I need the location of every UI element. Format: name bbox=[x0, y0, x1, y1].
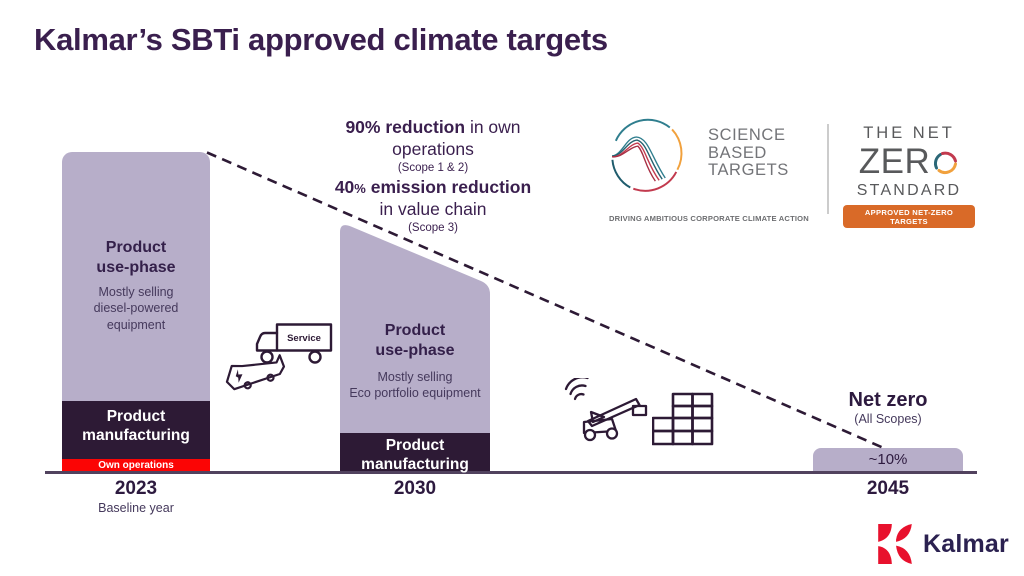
value-chain-line2: in value chain bbox=[379, 199, 487, 220]
container-stack-icon bbox=[652, 392, 714, 446]
bar-2023-manufacturing-label: Product manufacturing bbox=[82, 408, 190, 444]
sbt-tagline: DRIVING AMBITIOUS CORPORATE CLIMATE ACTI… bbox=[609, 214, 809, 223]
bar-2023-use-phase-title: Product use-phase bbox=[96, 239, 176, 276]
kalmar-logo: Kalmar bbox=[876, 523, 1009, 565]
net-zero-o-ring-icon bbox=[934, 151, 958, 174]
bar-2023-use-phase-segment bbox=[62, 151, 210, 402]
bar-2030-use-phase-desc: Mostly selling Eco portfolio equipment bbox=[349, 370, 481, 401]
approved-net-zero-targets-badge: APPROVED NET-ZERO TARGETS bbox=[843, 205, 975, 228]
sbt-line3: TARGETS bbox=[708, 161, 789, 179]
kalmar-wordmark: Kalmar bbox=[923, 529, 1009, 558]
bar-2023-own-operations-segment bbox=[62, 458, 210, 472]
page-title: Kalmar’s SBTi approved climate targets bbox=[34, 22, 608, 57]
net-zero-standard-logo: THE NET ZER STANDARD APPROVED NET-ZERO T… bbox=[843, 124, 975, 229]
reach-stacker-icon bbox=[564, 378, 648, 442]
scope-3-note: (Scope 3) bbox=[408, 221, 458, 234]
sbt-line1: SCIENCE bbox=[708, 126, 786, 144]
logo-divider bbox=[827, 124, 829, 214]
year-label-2045: 2045 bbox=[866, 478, 910, 499]
bar-2045-segment bbox=[813, 447, 963, 472]
bar-2030-use-phase-title: Product use-phase bbox=[375, 322, 455, 359]
net-zero-zer-text: ZER bbox=[858, 142, 931, 181]
bar-2023-manufacturing-segment bbox=[62, 401, 210, 459]
bar-2023-own-operations-label: Own operations bbox=[98, 460, 174, 471]
value-chain-number: 40 bbox=[334, 176, 355, 197]
year-label-2023: 2023 bbox=[114, 478, 158, 499]
sbt-line2: BASED bbox=[708, 143, 767, 162]
science-based-targets-wordmark: SCIENCE BASED TARGETS bbox=[708, 126, 789, 180]
own-operations-target-line: 90% reduction in own operations bbox=[263, 116, 603, 161]
net-zero-line3: STANDARD bbox=[856, 182, 962, 199]
value-chain-percent-sign: % bbox=[354, 180, 366, 196]
value-chain-target-line: 40% emission reduction bbox=[263, 176, 603, 198]
science-based-targets-logo-icon bbox=[611, 118, 683, 192]
net-zero-note: (All Scopes) bbox=[854, 412, 922, 426]
own-operations-target-bold: 90% reduction bbox=[345, 117, 466, 137]
baseline-year-note: Baseline year bbox=[98, 501, 174, 515]
service-truck-label: Service bbox=[287, 333, 321, 344]
bar-2030-manufacturing-label: Product manufacturing bbox=[361, 437, 469, 473]
scope-1-2-note: (Scope 1 & 2) bbox=[397, 161, 469, 174]
net-zero-line1: THE NET bbox=[863, 124, 955, 142]
bar-2023-use-phase-desc: Mostly selling diesel-powered equipment bbox=[93, 285, 179, 332]
bar-2045-value-label: ~10% bbox=[868, 451, 908, 468]
net-zero-zero-row: ZER bbox=[843, 142, 975, 181]
value-chain-bold: emission reduction bbox=[365, 176, 532, 197]
year-label-2030: 2030 bbox=[393, 478, 437, 499]
kalmar-k-icon bbox=[878, 524, 912, 564]
targets-annotation: 90% reduction in own operations (Scope 1… bbox=[263, 116, 603, 235]
baseline-axis bbox=[45, 471, 977, 474]
electric-equipment-icon bbox=[225, 354, 286, 391]
net-zero-title: Net zero bbox=[848, 389, 928, 411]
